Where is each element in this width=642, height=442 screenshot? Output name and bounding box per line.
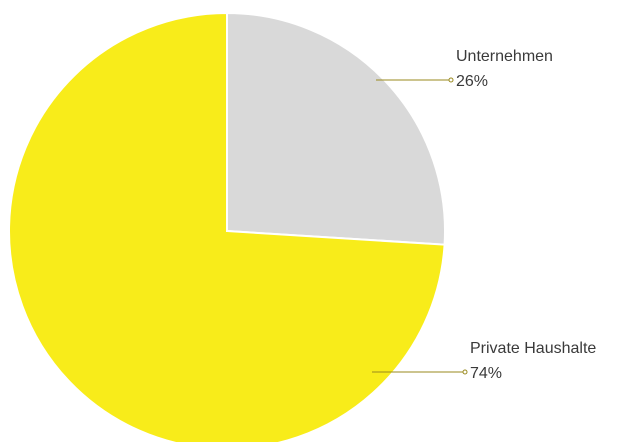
pie-slice-unternehmen — [226, 11, 446, 246]
leader-dot-unternehmen — [448, 77, 454, 83]
slice-value-private-haushalte: 74% — [470, 365, 502, 382]
leader-dot-private-haushalte — [462, 369, 468, 375]
slice-value-unternehmen: 26% — [456, 73, 488, 90]
slice-label-private-haushalte: Private Haushalte — [470, 340, 596, 357]
pie-slice-private-haushalte — [8, 11, 446, 442]
slice-label-unternehmen: Unternehmen — [456, 48, 553, 65]
